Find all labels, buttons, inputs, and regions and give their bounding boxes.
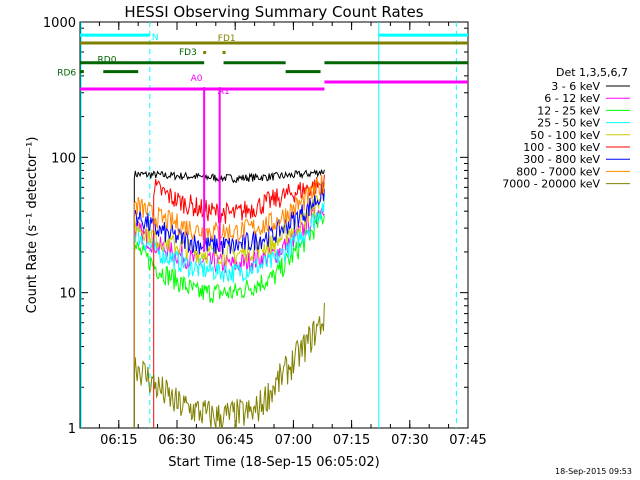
series-line — [133, 211, 325, 428]
x-tick-label: 06:45 — [216, 433, 253, 448]
y-tick-label: 10 — [59, 287, 76, 302]
legend-label: 7000 - 20000 keV — [502, 178, 600, 191]
y-tick-label: 100 — [51, 151, 76, 166]
y-tick-label: 1000 — [43, 16, 76, 31]
legend-label: 25 - 50 keV — [537, 117, 600, 130]
status-bar-label: A1 — [218, 87, 230, 97]
y-axis-label: Count Rate (s⁻¹ detector⁻¹) — [25, 137, 40, 314]
series-line — [133, 302, 325, 430]
x-tick-label: 07:30 — [391, 433, 428, 448]
x-tick-label: 06:30 — [158, 433, 195, 448]
status-bar-label: FD3 — [179, 48, 197, 58]
status-bar-label: A0 — [191, 74, 203, 84]
status-bar-label: RD6 — [57, 69, 76, 79]
x-tick-label: 06:15 — [100, 433, 137, 448]
legend-label: 800 - 7000 keV — [516, 165, 600, 178]
legend-label: 3 - 6 keV — [551, 80, 600, 93]
legend-title: Det 1,3,5,6,7 — [556, 66, 628, 79]
series-line — [133, 194, 325, 428]
x-tick-label: 07:00 — [275, 433, 312, 448]
x-tick-label: 07:15 — [333, 433, 370, 448]
legend-label: 300 - 800 keV — [523, 153, 600, 166]
legend-label: 50 - 100 keV — [530, 129, 600, 142]
fd-marker — [222, 51, 226, 55]
fd-marker — [203, 51, 207, 55]
legend-label: 12 - 25 keV — [537, 104, 600, 117]
chart-title: HESSI Observing Summary Count Rates — [124, 3, 423, 21]
series-line — [153, 174, 325, 428]
generation-timestamp: 18-Sep-2015 09:53 — [555, 467, 632, 476]
legend-label: 6 - 12 keV — [544, 92, 600, 105]
series-line — [133, 174, 325, 428]
status-bar-label: N — [152, 33, 159, 43]
status-bar-label: FD1 — [218, 34, 236, 44]
x-axis-label: Start Time (18-Sep-15 06:05:02) — [168, 455, 379, 470]
status-bar-label: RD0 — [98, 56, 117, 66]
x-tick-label: 07:45 — [449, 433, 486, 448]
series-line — [133, 169, 325, 428]
y-tick-label: 1 — [68, 422, 76, 437]
legend-label: 100 - 300 keV — [523, 141, 600, 154]
